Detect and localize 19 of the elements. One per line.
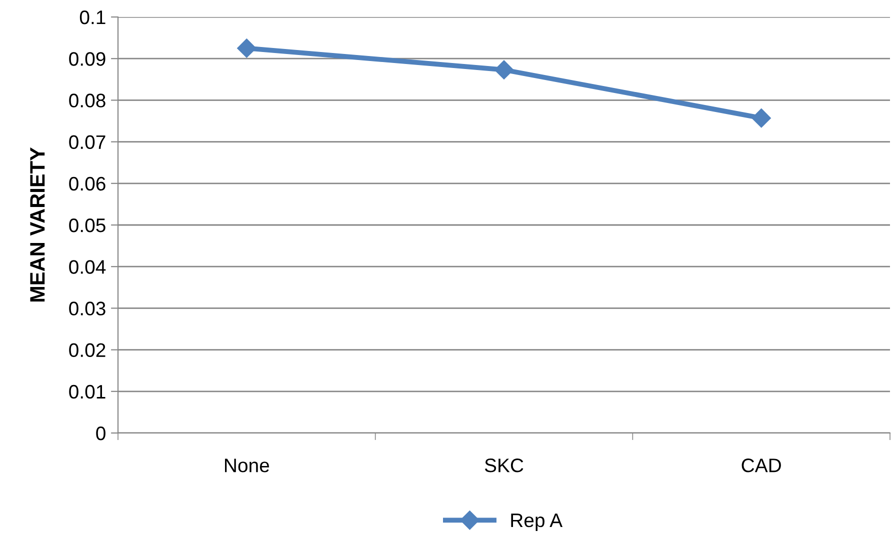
y-tick-label: 0.1 (80, 10, 106, 24)
legend-label: Rep A (511, 514, 563, 532)
point (237, 38, 256, 58)
y-tick-label: 0.06 (69, 176, 106, 191)
y-tick-label: 0.02 (69, 343, 106, 358)
y-tick-label: 0 (96, 426, 106, 440)
y-tick-label: 0.01 (69, 384, 106, 399)
x-tick-label: CAD (742, 458, 781, 472)
x-tick-label: None (225, 458, 270, 472)
y-tick-label: 0.04 (69, 260, 106, 274)
point (752, 108, 771, 128)
y-tick-label: 0.03 (69, 302, 106, 316)
x-tick-label: SKC (484, 458, 524, 472)
point (494, 60, 514, 80)
y-tick-label: 0.09 (69, 52, 106, 66)
y-tick-label: 0.07 (69, 135, 106, 150)
y-axis-title: MEAN VARIETY (30, 147, 45, 302)
y-tick-label: 0.05 (69, 218, 106, 232)
y-tick-label: 0.08 (69, 94, 106, 108)
